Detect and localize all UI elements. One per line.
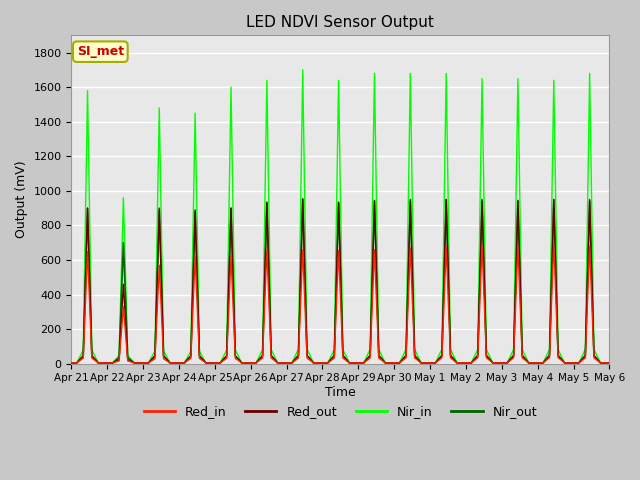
Legend: Red_in, Red_out, Nir_in, Nir_out: Red_in, Red_out, Nir_in, Nir_out (138, 400, 542, 423)
X-axis label: Time: Time (325, 386, 356, 399)
Y-axis label: Output (mV): Output (mV) (15, 161, 28, 239)
Text: SI_met: SI_met (77, 45, 124, 58)
Title: LED NDVI Sensor Output: LED NDVI Sensor Output (246, 15, 435, 30)
